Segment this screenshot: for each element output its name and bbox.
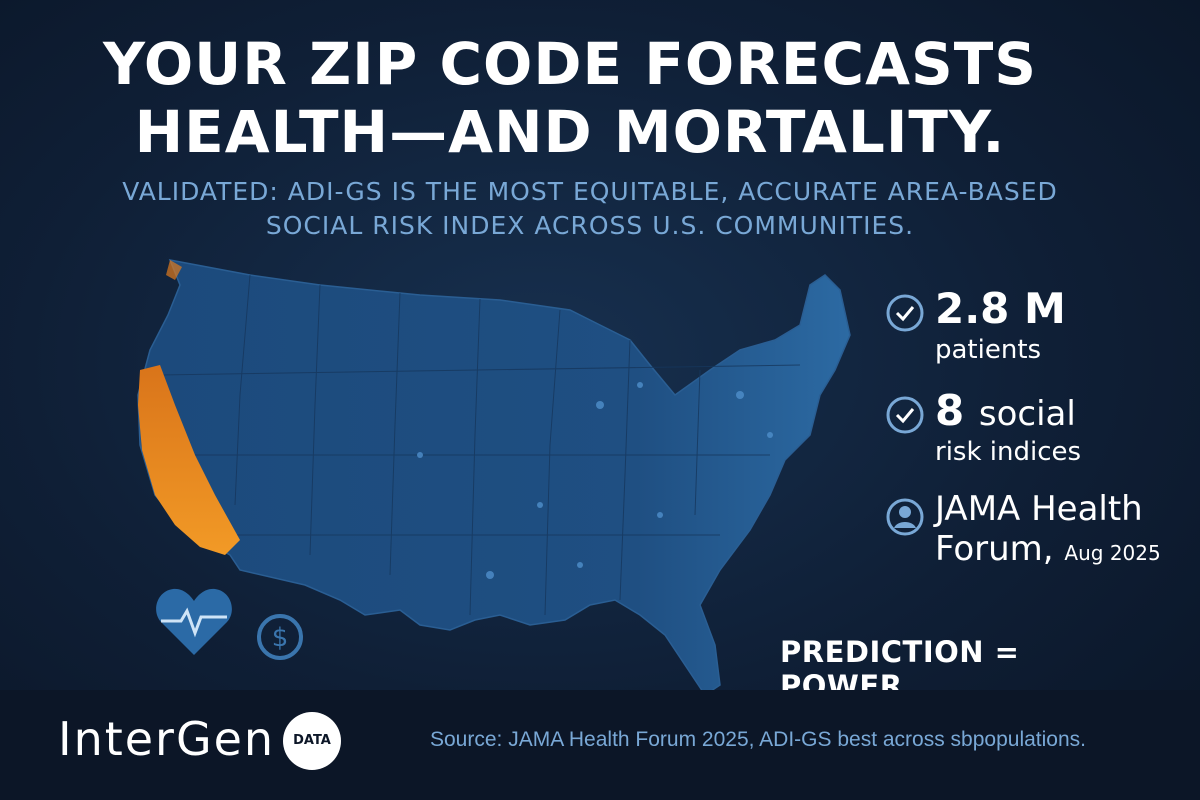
dollar-circle-icon: $ — [257, 614, 303, 660]
brand-logo-text: InterGen — [58, 712, 276, 766]
stat-indices-label: risk indices — [935, 437, 1082, 467]
city-lights — [417, 382, 773, 579]
subheadline-line-2: SOCIAL RISK INDEX ACROSS U.S. COMMUNITIE… — [265, 211, 915, 240]
footer: InterGen DATA Source: JAMA Health Forum … — [0, 690, 1200, 800]
headline-line-2: HEALTH—AND MORTALITY. — [134, 98, 1006, 166]
stat-patients-value: 2.8 M — [935, 284, 1066, 333]
headline: YOUR ZIP CODE FORECASTS HEALTH—AND MORTA… — [0, 30, 1140, 166]
stat-indices-value-row: 8 social — [935, 387, 1185, 435]
stat-source-label-row: Forum, Aug 2025 — [935, 529, 1185, 573]
check-circle-icon — [886, 396, 924, 434]
stat-patients-label: patients — [935, 335, 1042, 365]
stat-source-value: JAMA Health — [935, 489, 1143, 529]
heart-pulse-icon — [156, 588, 232, 655]
stat-indices-value: 8 — [935, 386, 965, 435]
person-circle-icon — [886, 498, 924, 536]
stat-source-date: Aug 2025 — [1064, 541, 1161, 565]
stat-indices: 8 social risk indices — [885, 387, 1185, 469]
svg-text:$: $ — [272, 623, 289, 653]
california-hotspot — [138, 365, 240, 555]
stat-patients: 2.8 M patients — [885, 285, 1185, 367]
subheadline-line-1: VALIDATED: ADI-GS IS THE MOST EQUITABLE,… — [122, 177, 1058, 206]
tagline: PREDICTION = POWER — [780, 635, 1020, 703]
us-map — [137, 259, 851, 697]
subheadline: VALIDATED: ADI-GS IS THE MOST EQUITABLE,… — [0, 175, 1180, 243]
stat-source: JAMA Health Forum, Aug 2025 — [885, 489, 1185, 573]
state-borders — [145, 274, 801, 616]
source-citation: Source: JAMA Health Forum 2025, ADI-GS b… — [430, 728, 1086, 751]
check-circle-icon — [886, 294, 924, 332]
us-mainland — [137, 259, 851, 697]
headline-line-1: YOUR ZIP CODE FORECASTS — [102, 30, 1038, 98]
pacific-northwest-hotspot — [166, 260, 182, 280]
stats-panel: 2.8 M patients 8 social risk indices JAM… — [885, 285, 1185, 593]
stat-source-label: Forum, — [935, 529, 1054, 569]
stat-indices-suffix: social — [978, 394, 1076, 434]
brand-badge: DATA — [283, 712, 341, 770]
